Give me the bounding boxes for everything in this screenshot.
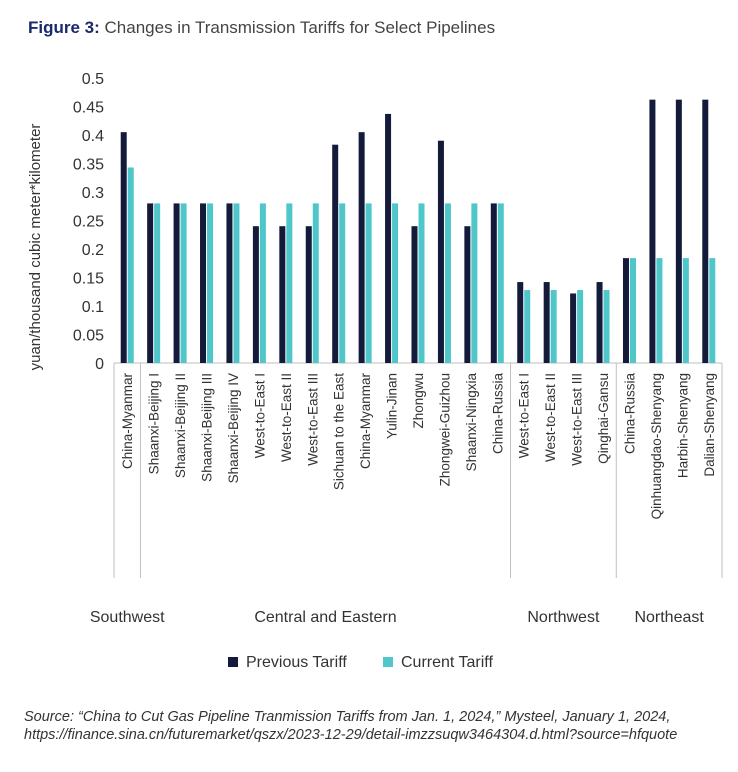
bar-current bbox=[233, 203, 240, 363]
bar-previous bbox=[464, 226, 471, 363]
category-label: Zhongwei-Guizhou bbox=[437, 373, 452, 486]
bar-current bbox=[471, 203, 478, 363]
bar-previous bbox=[173, 203, 180, 363]
bar-previous bbox=[200, 203, 207, 363]
category-label: Shaanxi-Beijing II bbox=[173, 373, 188, 478]
category-label: Shaanxi-Beijing IV bbox=[226, 373, 241, 483]
category-label: Yulin-Jinan bbox=[385, 373, 400, 439]
category-label: Harbin-Shenyang bbox=[675, 373, 690, 478]
category-label: Shaanxi-Beijing III bbox=[200, 373, 215, 482]
category-label: West-to-East II bbox=[279, 373, 294, 462]
bar-current bbox=[577, 290, 584, 363]
bar-current bbox=[629, 258, 636, 363]
bar-current bbox=[392, 203, 399, 363]
legend-swatch-previous bbox=[228, 657, 238, 667]
bar-current bbox=[180, 203, 187, 363]
y-tick-label: 0.1 bbox=[82, 299, 104, 316]
category-label: Qinghai-Gansu bbox=[596, 373, 611, 464]
bar-previous bbox=[305, 226, 312, 363]
y-tick-label: 0.05 bbox=[73, 328, 104, 345]
bar-previous bbox=[622, 258, 629, 363]
figure-title-text: Changes in Transmission Tariffs for Sele… bbox=[104, 18, 496, 37]
bar-previous bbox=[675, 99, 682, 363]
bar-current bbox=[312, 203, 319, 363]
bar-current bbox=[207, 203, 214, 363]
bar-previous bbox=[543, 282, 550, 363]
bar-current bbox=[154, 203, 161, 363]
legend: Previous Tariff Current Tariff bbox=[228, 654, 493, 671]
bar-current bbox=[709, 258, 716, 363]
category-label: Qinhuangdao-Shenyang bbox=[649, 373, 664, 519]
y-tick-label: 0.5 bbox=[82, 71, 104, 88]
bar-previous bbox=[437, 140, 444, 363]
bar-current bbox=[603, 290, 610, 363]
category-label: West-to-East III bbox=[570, 373, 585, 466]
group-axis: Southwest Central and Eastern Northwest Nor… bbox=[90, 363, 723, 626]
group-label: Northeast bbox=[634, 609, 704, 626]
y-tick-label: 0.15 bbox=[73, 271, 104, 288]
bar-current bbox=[259, 203, 266, 363]
bar-previous bbox=[147, 203, 154, 363]
bar-current bbox=[365, 203, 372, 363]
bar-previous bbox=[385, 113, 392, 363]
bar-previous bbox=[252, 226, 259, 363]
category-label: Zhongwu bbox=[411, 373, 426, 429]
bar-previous bbox=[411, 226, 418, 363]
legend-label-current: Current Tariff bbox=[401, 654, 493, 671]
bar-previous bbox=[649, 99, 656, 363]
category-axis: China-Myanmar Shaanxi-Beijing I Shaanxi-Be… bbox=[120, 372, 717, 519]
y-axis-label: yuan/thousand cubic meter*kilometer bbox=[27, 124, 44, 371]
bar-previous bbox=[358, 132, 365, 363]
bar-previous bbox=[332, 144, 339, 363]
bars bbox=[114, 99, 722, 364]
category-label: West-to-East II bbox=[543, 373, 558, 462]
category-label: China-Myanmar bbox=[358, 372, 373, 469]
figure-title: Figure 3: Changes in Transmission Tariff… bbox=[28, 18, 495, 38]
bar-previous bbox=[226, 203, 233, 363]
y-tick-label: 0 bbox=[95, 356, 104, 373]
figure-label: Figure 3: bbox=[28, 18, 100, 37]
group-label: Central and Eastern bbox=[254, 609, 396, 626]
y-tick-label: 0.35 bbox=[73, 157, 104, 174]
bar-previous bbox=[490, 203, 497, 363]
category-label: Shaanxi-Ningxia bbox=[464, 373, 479, 472]
y-tick-label: 0.45 bbox=[73, 100, 104, 117]
bar-previous bbox=[570, 293, 577, 363]
bar-previous bbox=[120, 132, 127, 363]
category-label: West-to-East I bbox=[252, 373, 267, 458]
category-label: China-Russia bbox=[622, 373, 637, 455]
bar-current bbox=[286, 203, 293, 363]
category-label: Sichuan to the East bbox=[332, 373, 347, 490]
bar-current bbox=[497, 203, 504, 363]
bar-current bbox=[127, 167, 134, 363]
category-label: West-to-East III bbox=[305, 373, 320, 466]
category-label: China-Myanmar bbox=[120, 372, 135, 469]
bar-current bbox=[550, 290, 557, 363]
bar-current bbox=[656, 258, 663, 363]
category-label: Dalian-Shenyang bbox=[702, 373, 717, 477]
bar-previous bbox=[702, 99, 709, 363]
category-label: China-Russia bbox=[490, 373, 505, 455]
bar-current bbox=[524, 290, 531, 363]
y-axis: 0 0.05 0.1 0.15 0.2 0.25 0.3 0.35 0.4 0.45 0.5 bbox=[73, 71, 104, 373]
bar-previous bbox=[517, 282, 524, 363]
y-tick-label: 0.4 bbox=[82, 128, 104, 145]
group-label: Southwest bbox=[90, 609, 165, 626]
bar-current bbox=[339, 203, 346, 363]
bar-previous bbox=[596, 282, 603, 363]
bar-current bbox=[682, 258, 689, 363]
bar-chart: yuan/thousand cubic meter*kilometer 0 0.0… bbox=[27, 71, 723, 671]
group-label: Northwest bbox=[527, 609, 600, 626]
category-label: Shaanxi-Beijing I bbox=[147, 373, 162, 474]
bar-current bbox=[418, 203, 425, 363]
y-tick-label: 0.25 bbox=[73, 214, 104, 231]
category-label: West-to-East I bbox=[517, 373, 532, 458]
y-tick-label: 0.2 bbox=[82, 242, 104, 259]
bar-current bbox=[444, 203, 451, 363]
y-tick-label: 0.3 bbox=[82, 185, 104, 202]
legend-label-previous: Previous Tariff bbox=[246, 654, 347, 671]
source-note: Source: “China to Cut Gas Pipeline Tranm… bbox=[24, 709, 678, 743]
bar-previous bbox=[279, 226, 286, 363]
legend-swatch-current bbox=[383, 657, 393, 667]
